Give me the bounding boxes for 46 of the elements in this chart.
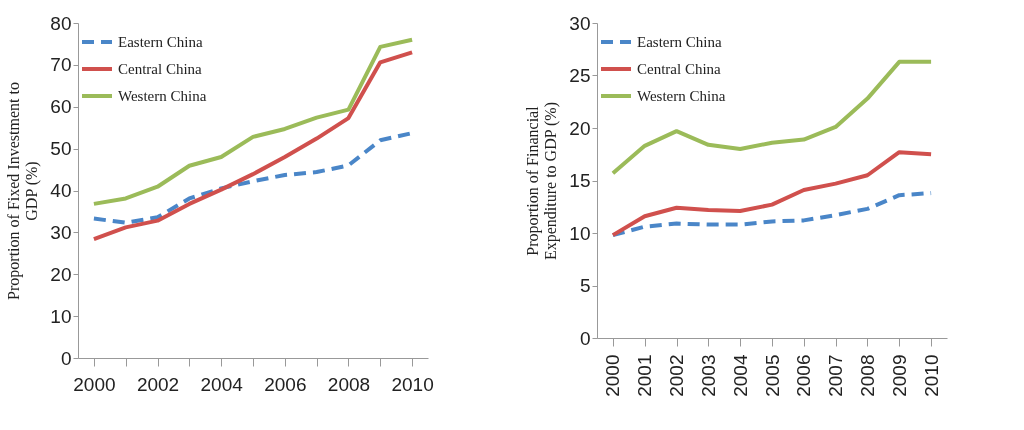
y-tick-label: 70 [50,54,72,76]
line-series [91,50,415,242]
x-tick-label: 2008 [856,354,878,397]
x-tick-label: 2010 [391,373,434,395]
x-tick-label: 2001 [634,354,656,397]
x-tick-label: 2000 [73,373,116,395]
x-tick-label: 2004 [200,373,244,395]
line-series [610,59,934,176]
y-axis-title: Proportion of Financial Expenditure to GDP (%) [524,101,561,261]
x-tick-label: 2010 [920,354,942,397]
y-tick-label: 80 [50,12,72,34]
x-tick-label: 2002 [136,373,180,395]
line-series [610,150,934,238]
y-tick-label: 30 [569,12,591,34]
x-tick-label: 2009 [888,354,910,397]
x-tick-label: 2005 [761,354,783,397]
legend-label: Eastern China [637,34,722,50]
legend-label: Central China [637,61,722,77]
x-tick-label: 2004 [729,354,751,397]
y-tick-label: 30 [50,221,72,243]
legend-label: Western China [637,88,726,104]
y-tick-label: 0 [60,347,72,369]
legend-label: Western China [118,88,207,104]
y-tick-label: 20 [569,117,591,139]
x-tick-label: 2006 [264,373,307,395]
x-tick-label: 2000 [602,354,624,397]
y-axis-title: Proportion of Fixed Investment to GDP (%) [5,82,42,300]
y-tick-label: 50 [50,138,72,160]
legend-label: Eastern China [118,34,203,50]
y-tick-label: 25 [569,65,591,86]
line-series [610,191,934,238]
x-tick-label: 2006 [793,354,815,397]
y-tick-label: 15 [569,170,591,191]
y-tick-label: 20 [50,263,72,285]
x-tick-label: 2008 [327,373,371,395]
legend-label: Central China [118,61,203,77]
y-tick-label: 60 [50,96,72,118]
y-tick-label: 0 [579,327,591,349]
line-series [91,37,415,206]
y-tick-label: 10 [50,305,72,327]
x-tick-label: 2003 [697,354,719,397]
y-tick-label: 5 [579,275,591,296]
x-tick-label: 2002 [666,354,688,397]
y-tick-label: 40 [50,180,72,201]
y-tick-label: 10 [569,222,591,244]
x-tick-label: 2007 [825,354,847,397]
